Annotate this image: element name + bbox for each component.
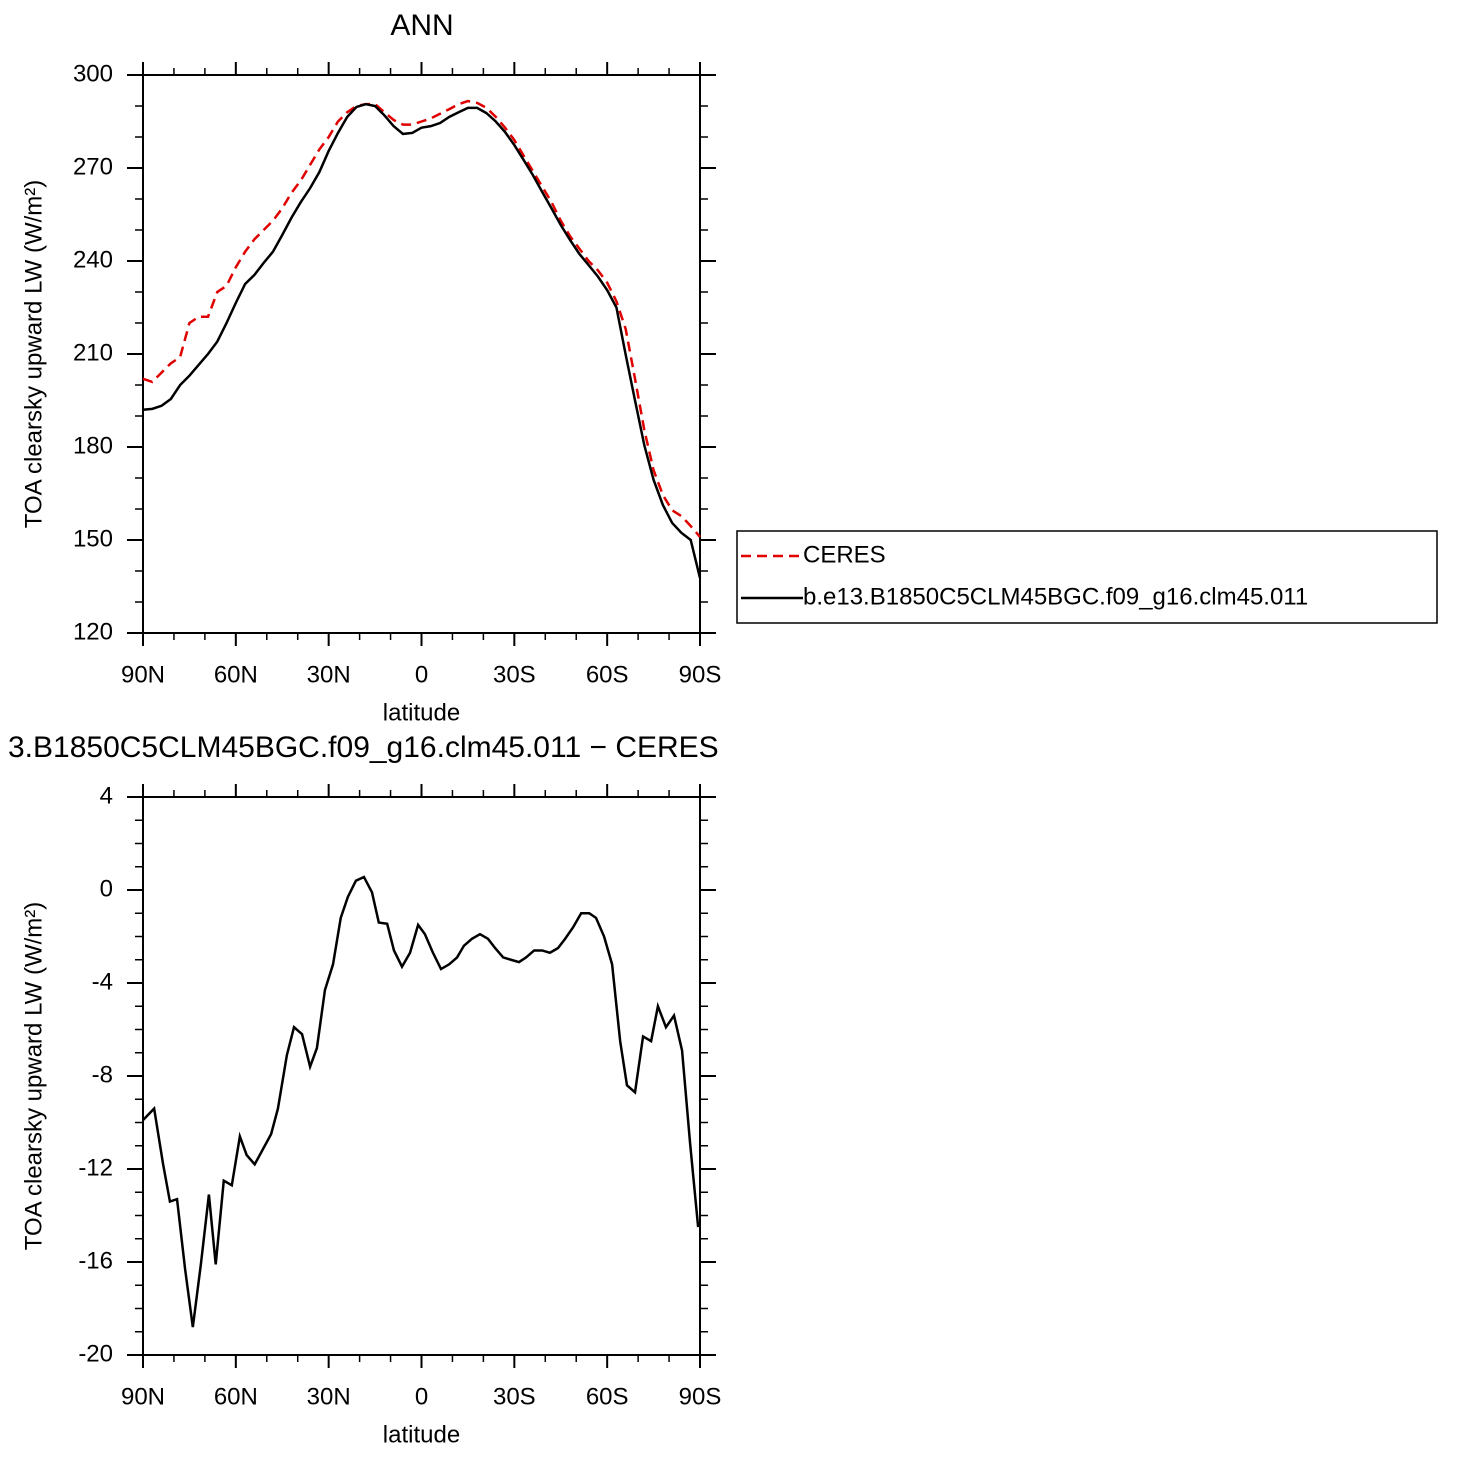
y-tick-label: -4 [92, 968, 113, 995]
y-tick-label: 120 [73, 618, 113, 645]
x-axis-label: latitude [383, 1421, 460, 1448]
y-tick-label: -20 [78, 1340, 113, 1367]
x-tick-label: 90N [121, 661, 165, 688]
x-tick-label: 90S [679, 1383, 722, 1410]
chart-title: 3.B1850C5CLM45BGC.f09_g16.clm45.011 − CE… [8, 731, 719, 764]
y-tick-label: 4 [100, 782, 113, 809]
legend-box [736, 530, 1438, 624]
x-axis-label: latitude [383, 699, 460, 726]
x-tick-label: 30S [493, 661, 536, 688]
x-tick-label: 60S [586, 1383, 629, 1410]
chart-title: ANN [390, 9, 453, 42]
y-tick-label: -12 [78, 1154, 113, 1181]
y-axis-label: TOA clearsky upward LW (W/m²) [20, 180, 47, 529]
x-tick-label: 60S [586, 661, 629, 688]
x-tick-label: 0 [415, 661, 428, 688]
y-tick-label: 0 [100, 875, 113, 902]
data-line [142, 102, 702, 579]
x-tick-label: 30S [493, 1383, 536, 1410]
y-tick-label: -16 [78, 1247, 113, 1274]
data-line [142, 875, 700, 1328]
y-tick-label: 210 [73, 339, 113, 366]
y-axis-label: TOA clearsky upward LW (W/m²) [20, 902, 47, 1251]
y-tick-label: 150 [73, 525, 113, 552]
y-tick-label: 180 [73, 432, 113, 459]
y-tick-label: 300 [73, 60, 113, 87]
x-tick-label: 30N [307, 1383, 351, 1410]
x-tick-label: 60N [214, 661, 258, 688]
x-tick-label: 0 [415, 1383, 428, 1410]
x-tick-label: 90S [679, 661, 722, 688]
data-line [142, 99, 701, 538]
y-tick-label: 240 [73, 246, 113, 273]
y-tick-label: -8 [92, 1061, 113, 1088]
legend-label: b.e13.B1850C5CLM45BGC.f09_g16.clm45.011 [803, 583, 1308, 610]
x-tick-label: 30N [307, 661, 351, 688]
legend-label: CERES [803, 541, 886, 568]
x-tick-label: 60N [214, 1383, 258, 1410]
y-tick-label: 270 [73, 153, 113, 180]
x-tick-label: 90N [121, 1383, 165, 1410]
